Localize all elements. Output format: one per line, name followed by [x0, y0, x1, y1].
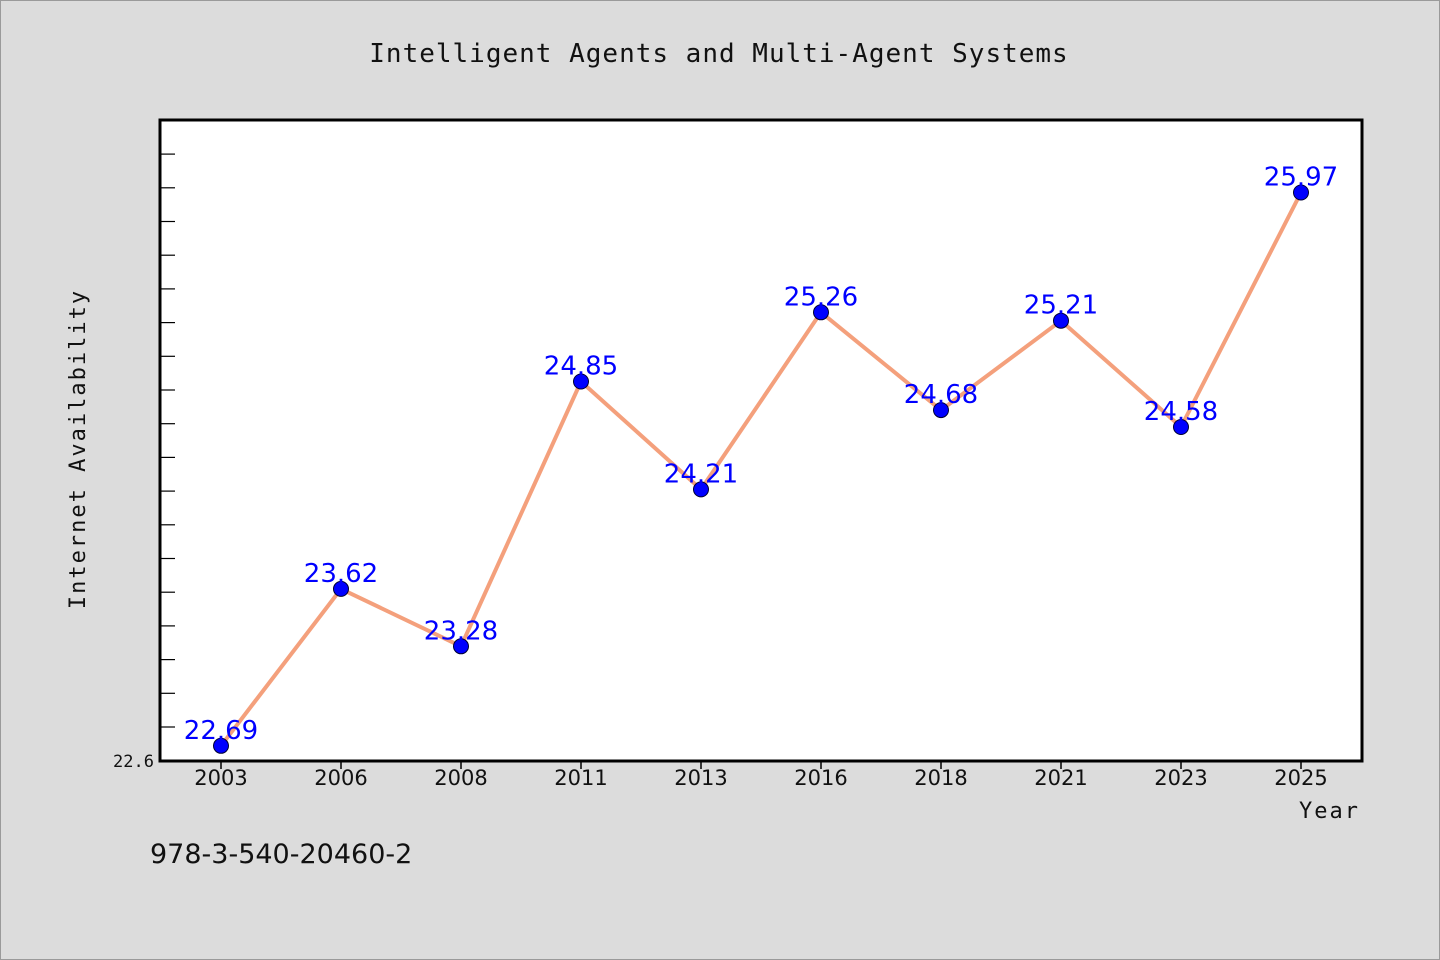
x-tick-label: 2013	[674, 766, 727, 790]
x-tick-label: 2023	[1154, 766, 1207, 790]
data-point	[693, 481, 709, 498]
data-label: 25.26	[784, 282, 858, 312]
x-axis-tick-labels: 2003 2006 2008 2011 2013 2016 2018 2021 2023 2025	[194, 766, 1327, 790]
data-label: 24.21	[664, 459, 738, 489]
y-axis-label: Internet Availability	[66, 289, 91, 609]
x-axis-ticks	[220, 761, 1302, 769]
x-tick-label: 2016	[794, 766, 847, 790]
series-markers	[213, 184, 1309, 754]
data-label: 24.58	[1144, 397, 1218, 427]
x-tick-label: 2025	[1274, 766, 1327, 790]
data-label: 23.62	[304, 559, 378, 589]
x-axis-label: Year	[1299, 799, 1360, 824]
chart-title: Intelligent Agents and Multi-Agent Syste…	[369, 39, 1068, 69]
isbn-text: 978-3-540-20460-2	[150, 839, 412, 870]
data-label: 23.28	[424, 616, 498, 646]
data-point	[213, 737, 229, 754]
plot-area	[158, 118, 1364, 763]
data-label: 22.69	[184, 716, 258, 746]
data-point	[1293, 184, 1309, 201]
x-tick-label: 2008	[434, 766, 487, 790]
data-point	[453, 638, 469, 655]
y-tick-label: 22.6	[113, 752, 154, 772]
x-tick-label: 2006	[314, 766, 367, 790]
data-labels: 22.69 23.62 23.28 24.85 24.21 25.26 24.68 25.21…	[184, 163, 1338, 746]
data-point	[933, 402, 949, 419]
x-tick-label: 2003	[194, 766, 247, 790]
data-point	[333, 580, 349, 597]
y-axis-minor-ticks	[160, 119, 175, 728]
x-tick-label: 2011	[554, 766, 607, 790]
data-point	[573, 373, 589, 390]
data-point	[1053, 312, 1069, 329]
data-label: 25.21	[1024, 291, 1098, 321]
y-axis-tick-labels: 22.6	[113, 752, 154, 772]
series-line	[219, 190, 1303, 748]
data-label: 24.68	[904, 380, 978, 410]
x-tick-label: 2021	[1034, 766, 1087, 790]
data-label: 24.85	[544, 352, 618, 382]
data-point	[1173, 419, 1189, 435]
data-point	[813, 304, 829, 321]
data-label: 25.97	[1264, 163, 1338, 193]
x-tick-label: 2018	[914, 766, 967, 790]
